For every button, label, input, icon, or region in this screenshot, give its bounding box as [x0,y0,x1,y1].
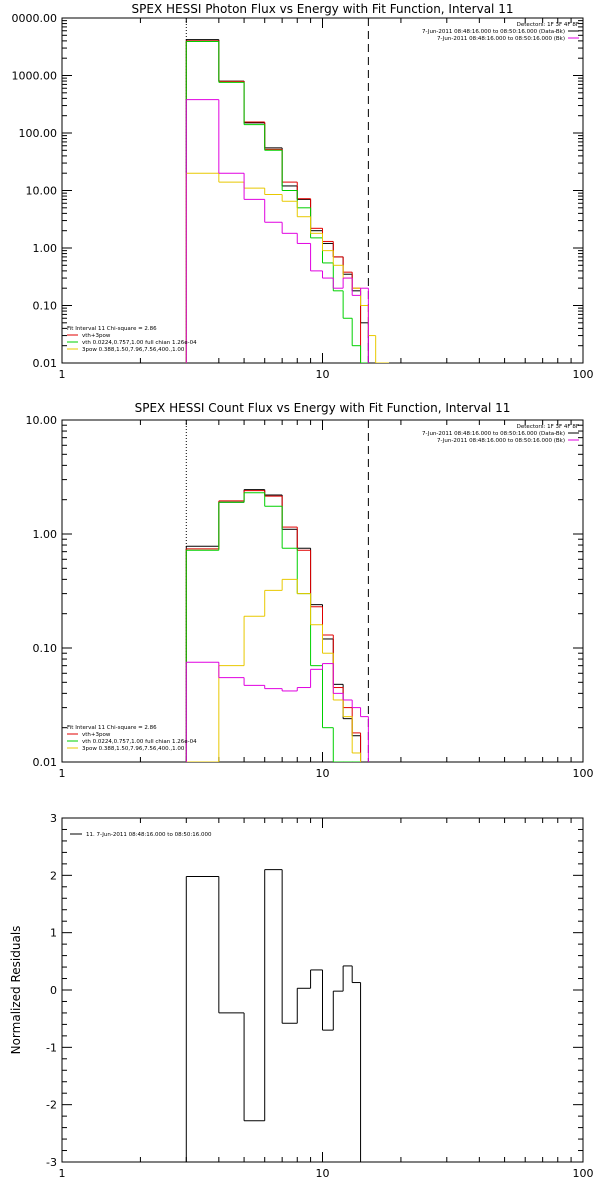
x-tick-label: 10 [316,1167,330,1180]
plot-frame [61,17,584,364]
x-tick-label: 100 [573,767,594,780]
y-tick-label: 1.00 [33,528,58,541]
y-tick-label: 1 [50,927,57,940]
x-tick-label: 10 [316,368,330,381]
series-3pow [185,172,389,363]
y-tick-label: 0 [50,984,57,997]
x-tick-label: 1 [59,767,66,780]
y-tick-label: 0.10 [33,642,58,655]
y-tick-label: 1.00 [33,242,58,255]
legend-bottom-left-text: Fit Interval 11 Chi-square = 2.86 [67,326,157,332]
y-tick-label: 0.01 [33,357,58,370]
data-area [185,489,369,762]
legend-bottom-left-text: vth 0.0224,0.757,1.00 full chian 1.26e-0… [82,739,197,745]
y-tick-label: 0000.00 [12,12,58,25]
x-tick-label: 1 [59,1167,66,1180]
x-tick-label: 100 [573,368,594,381]
legend-top-right-text: 7-Jun-2011 08:48:16.000 to 08:50:16.000 … [422,29,565,35]
y-tick-label: -2 [46,1099,57,1112]
chart-title: SPEX HESSI Photon Flux vs Energy with Fi… [132,2,514,16]
y-tick-label: 3 [50,812,57,825]
legend-bottom-left-text: vth+3pow [82,333,111,339]
series-11-7-jun-2011-08-48-16-000-to-08-50-16-000 [185,869,362,1162]
legend-top-right-text: Detectors: 1F 3F 4F 8F [517,424,579,430]
series-bk [185,99,369,363]
series-3pow [186,578,362,762]
y-tick-label: 0.01 [33,756,58,769]
y-axis-label: Normalized Residuals [9,926,23,1055]
data-area [185,869,362,1162]
y-tick-label: 1000.00 [12,70,58,83]
y-tick-label: 0.10 [33,300,58,313]
legend-bottom-left-text: Fit Interval 11 Chi-square = 2.86 [67,725,157,731]
y-tick-label: -1 [46,1041,57,1054]
y-tick-label: 10.00 [26,185,58,198]
legend-bottom-left-text: vth 0.0224,0.757,1.00 full chian 1.26e-0… [82,340,197,346]
legend-top-right-text: Detectors: 1F 3F 4F 8F [517,22,579,28]
legend-bottom-left-text: vth+3pow [82,732,111,738]
series-vth-3pow [185,40,362,363]
legend-bottom-left-text: 3pow 0.388,1.50,7.96,7.56,400.,1.00 [82,746,185,752]
legend-top-right-text: 7-Jun-2011 08:48:16.000 to 08:50:16.000 … [437,36,565,42]
chart-title: SPEX HESSI Count Flux vs Energy with Fit… [135,401,511,415]
series-data-bk [185,489,362,762]
series-vth [185,41,369,363]
chart-panel-2: SPEX HESSI Count Flux vs Energy with Fit… [26,401,594,780]
data-area [185,39,389,363]
series-data-bk [185,39,369,363]
legend-bottom-left-text: 3pow 0.388,1.50,7.96,7.56,400.,1.00 [82,347,185,353]
y-tick-label: -3 [46,1156,57,1169]
chart-panel-3: Normalized Residuals 1 10 100 -3 -2 -1 0 1 2 3 11. … [9,812,594,1180]
legend-top-right-text: 7-Jun-2011 08:48:16.000 to 08:50:16.000 … [422,431,565,437]
legend-top-right-text: 7-Jun-2011 08:48:16.000 to 08:50:16.000 … [437,438,565,444]
series-vth [185,492,361,762]
chart-panel-1: SPEX HESSI Photon Flux vs Energy with Fi… [12,2,594,381]
series-vth-3pow [185,490,362,762]
x-tick-label: 10 [316,767,330,780]
y-tick-label: 2 [50,869,57,882]
y-tick-label: 10.00 [26,414,58,427]
y-tick-label: 100.00 [19,127,58,140]
series-bk [185,661,369,762]
x-tick-label: 1 [59,368,66,381]
x-tick-label: 100 [573,1167,594,1180]
legend-top-left-text: 11. 7-Jun-2011 08:48:16.000 to 08:50:16.… [86,832,212,838]
